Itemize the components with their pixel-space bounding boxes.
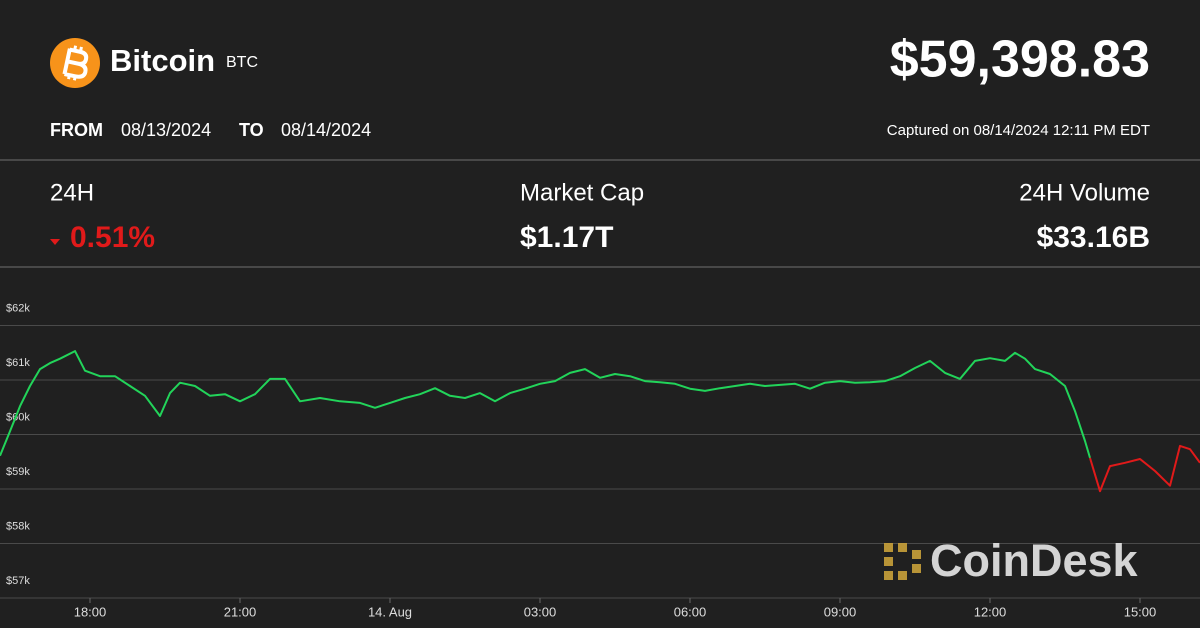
from-date: 08/13/2024	[121, 120, 211, 140]
x-tick-label: 12:00	[974, 604, 1007, 619]
x-tick-label: 09:00	[824, 604, 857, 619]
to-label: TO	[239, 120, 264, 140]
y-tick-label: $61k	[6, 357, 30, 369]
stat-value: $33.16B	[1037, 221, 1150, 254]
y-tick-label: $58k	[6, 520, 30, 532]
x-tick-label: 15:00	[1124, 604, 1157, 619]
stat-label: Market Cap	[520, 179, 644, 206]
price: $59,398.83	[890, 31, 1150, 89]
stat-value: $1.17T	[520, 221, 613, 254]
x-tick-label: 21:00	[224, 604, 257, 619]
coin-name: Bitcoin	[110, 43, 215, 78]
coindesk-logo	[884, 543, 921, 580]
down-arrow	[50, 239, 60, 245]
stat-label: 24H	[50, 179, 94, 206]
x-tick-label: 18:00	[74, 604, 107, 619]
x-tick-label: 03:00	[524, 604, 557, 619]
price-line	[1089, 444, 1200, 493]
x-tick-label: 14. Aug	[368, 604, 412, 619]
stat-label: 24H Volume	[1019, 179, 1150, 206]
coin-ticker: BTC	[226, 54, 258, 71]
brand: CoinDesk	[930, 535, 1139, 586]
y-tick-label: $59k	[6, 466, 30, 478]
price-line	[0, 350, 1091, 459]
bitcoin-logo	[50, 38, 100, 88]
y-tick-label: $57k	[6, 575, 30, 587]
grid: $57k $58k $59k $60k $61k $62k 18:00 21:00 14. Au…	[0, 302, 1200, 619]
captured: Captured on 08/14/2024 12:11 PM EDT	[887, 122, 1150, 139]
to-date: 08/14/2024	[281, 120, 371, 140]
y-tick-label: $62k	[6, 302, 30, 314]
y-tick-label: $60k	[6, 411, 30, 423]
x-tick-label: 06:00	[674, 604, 707, 619]
from-label: FROM	[50, 120, 103, 140]
plot	[0, 350, 1200, 493]
stat-value: 0.51%	[70, 221, 155, 254]
